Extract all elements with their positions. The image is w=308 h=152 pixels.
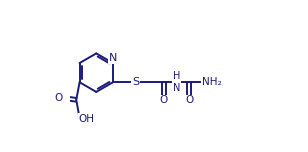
Text: S: S bbox=[132, 77, 139, 87]
Text: O: O bbox=[185, 95, 193, 105]
Text: O: O bbox=[54, 93, 63, 103]
Text: O: O bbox=[160, 95, 168, 105]
Text: H
N: H N bbox=[173, 71, 180, 93]
Text: NH₂: NH₂ bbox=[202, 77, 221, 87]
Text: OH: OH bbox=[79, 114, 95, 124]
Text: N: N bbox=[109, 53, 117, 63]
